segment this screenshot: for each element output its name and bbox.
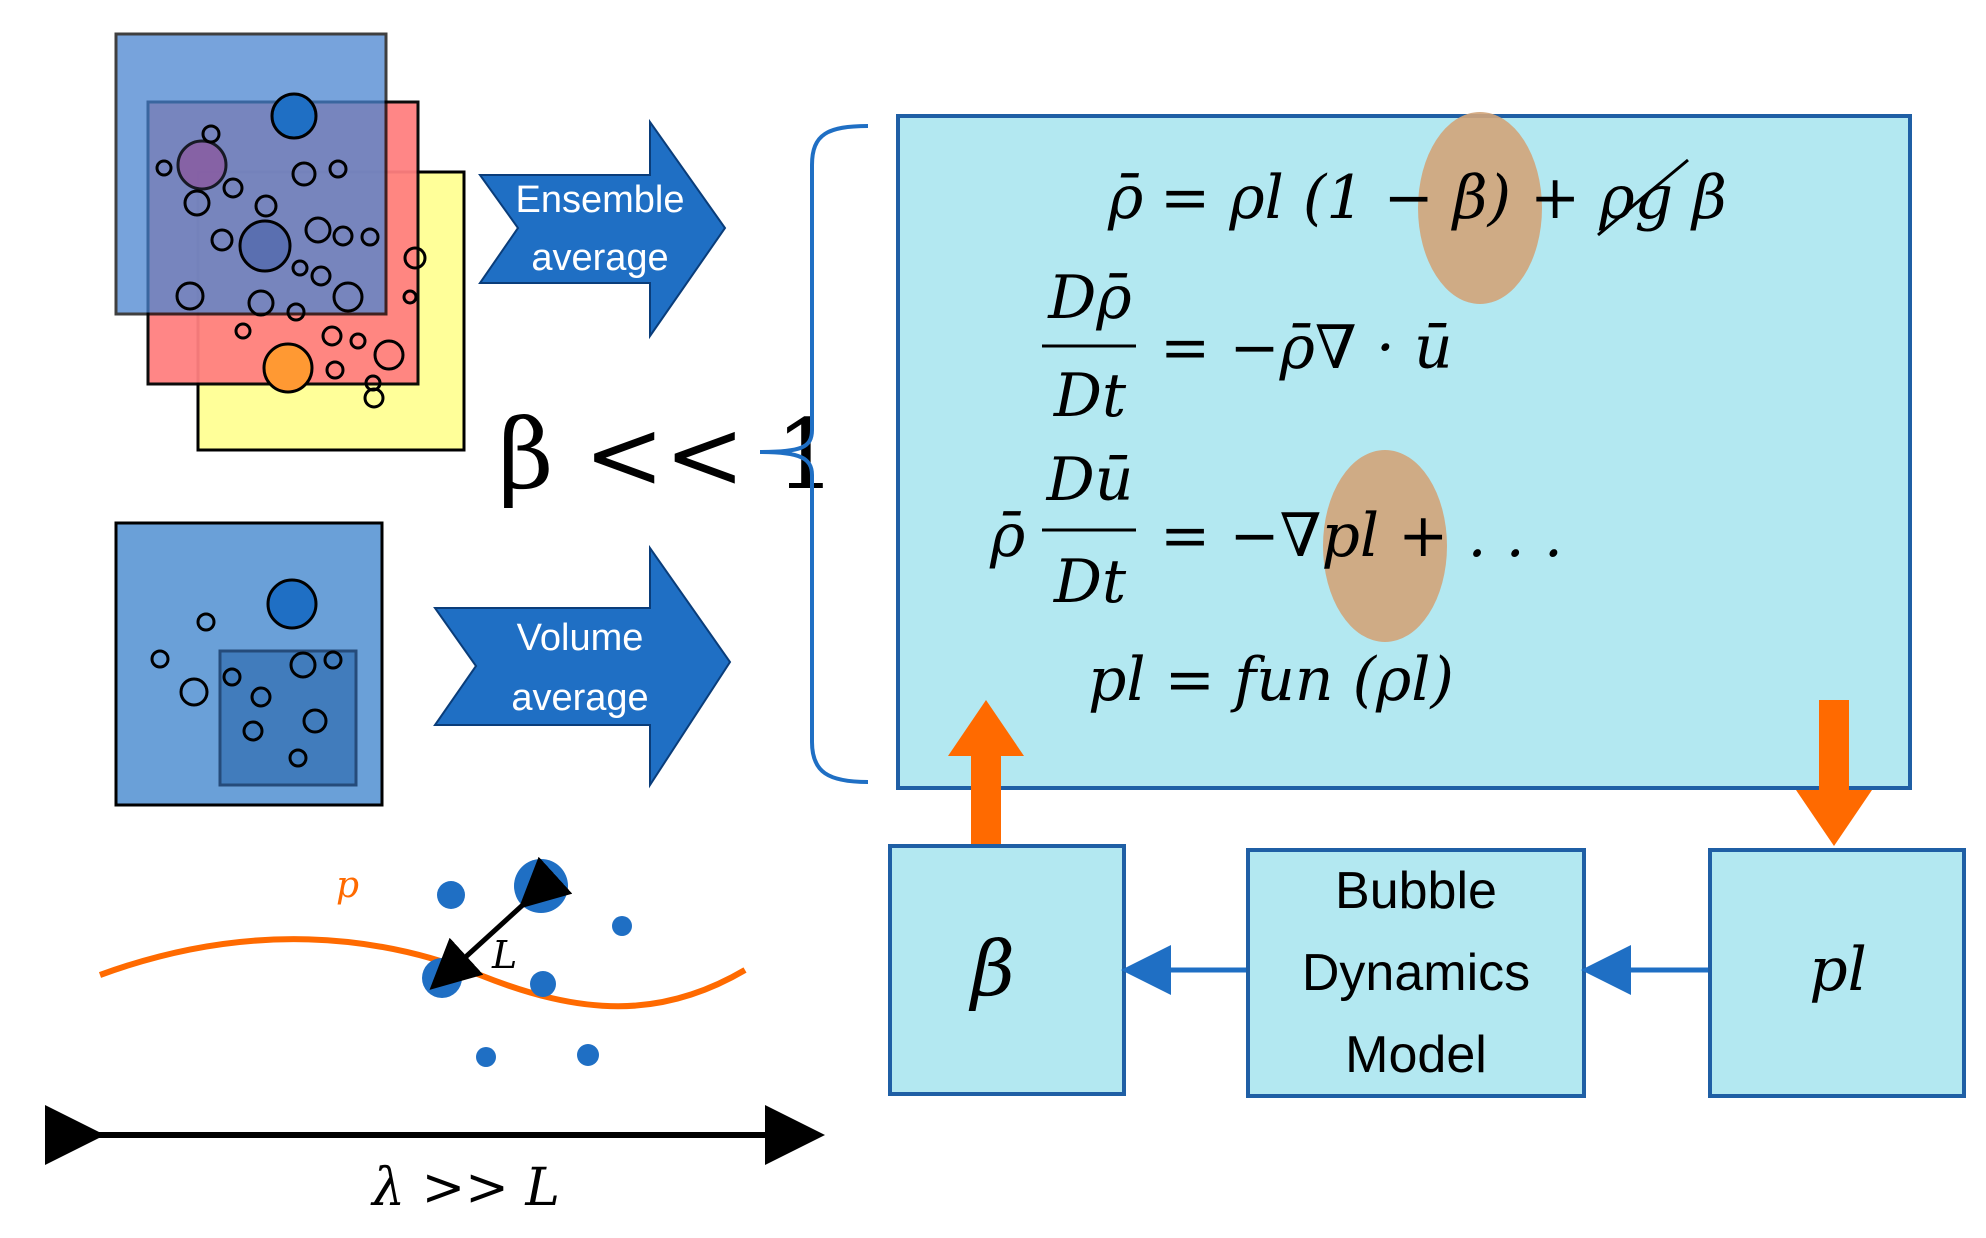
bubble-spacing-arrow (429, 856, 573, 990)
model-label-1: Bubble (1335, 862, 1497, 920)
beta-up-head (948, 700, 1024, 756)
beta-box: β (888, 844, 1126, 1096)
pl-box: pl (1708, 848, 1966, 1098)
pl-highlight (1323, 450, 1447, 642)
eq2-numerator: Dρ̄ (1047, 263, 1131, 333)
eq3-numerator: Dū (1046, 445, 1134, 515)
strike-rho-g-beta (1597, 158, 1689, 237)
coupling-arrows (948, 700, 1872, 846)
equations-panel: ρ̄ = ρl (1 − β) + ρg β Dρ̄ Dt = −ρ̄∇ · ū… (896, 112, 1912, 790)
volume-sample (114, 521, 384, 807)
ensemble-label-1: Ensemble (516, 179, 685, 221)
volume-label-1: Volume (517, 617, 644, 659)
bubble-dynamics-model-box: Bubble Dynamics Model (1246, 848, 1586, 1098)
eq3-prefix: ρ̄ (989, 501, 1025, 571)
model-label-3: Model (1345, 1026, 1487, 1084)
model-label-2: Dynamics (1302, 944, 1530, 1002)
volume-bubbles (150, 578, 343, 768)
ensemble-label-2: average (531, 237, 668, 279)
beta-highlight (1418, 112, 1542, 304)
beta-box-label: β (968, 924, 1015, 1013)
averaging-volume (218, 649, 358, 787)
volume-average-arrow: Volume average (433, 544, 732, 789)
equations-box (896, 114, 1912, 790)
grouping-brace (759, 124, 869, 784)
eq2-denominator: Dt (1053, 361, 1127, 431)
volume-label-2: average (511, 677, 648, 719)
sketch-bubbles (422, 859, 632, 1067)
scale-separation-label: λ >> L (370, 1158, 560, 1218)
eq3-denominator: Dt (1053, 547, 1127, 617)
ensemble-average-arrow: Ensemble average (478, 118, 727, 340)
pl-down-head (1796, 790, 1872, 846)
beta-ll-1-condition: β << 1 (498, 399, 836, 511)
pressure-label: p (336, 865, 359, 906)
spacing-label: L (491, 933, 517, 977)
eq1-rhs: = ρl (1 − β) + ρg β (1160, 163, 1727, 233)
eq4: pl = fun (ρl) (1088, 645, 1454, 715)
pl-box-label: pl (1809, 935, 1867, 1005)
beta-up-shaft (971, 752, 1001, 844)
ensemble-realizations (114, 32, 466, 452)
eq2-rhs: = −ρ̄∇ · ū (1160, 313, 1453, 383)
eq1-lhs: ρ̄ (1107, 163, 1143, 233)
pressure-wave-curve (98, 936, 747, 1010)
wave-bubble-sketch: p L λ >> L (45, 856, 825, 1218)
pl-down-shaft (1819, 700, 1849, 794)
ensemble-bubbles (155, 92, 427, 409)
eq3-rhs: = −∇pl + . . . (1160, 501, 1563, 571)
